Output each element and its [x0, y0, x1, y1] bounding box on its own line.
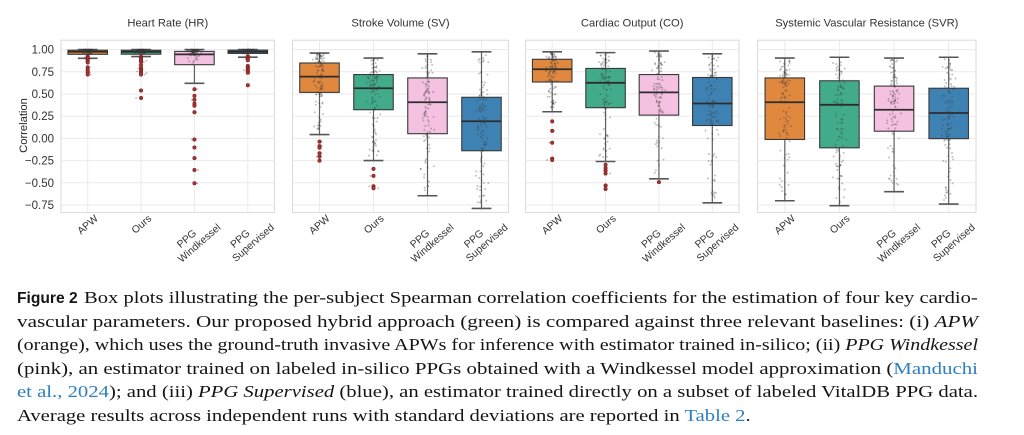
svg-text:0.00: 0.00 — [32, 133, 54, 145]
svg-text:Correlation: Correlation — [18, 98, 30, 153]
svg-text:0.75: 0.75 — [32, 67, 54, 79]
svg-text:0.25: 0.25 — [32, 111, 54, 123]
svg-text:1.00: 1.00 — [32, 45, 54, 57]
svg-text:Stroke Volume (SV): Stroke Volume (SV) — [351, 18, 450, 30]
svg-text:Cardiac Output (CO): Cardiac Output (CO) — [581, 18, 684, 30]
svg-text:−0.50: −0.50 — [25, 178, 54, 190]
svg-text:Heart Rate (HR): Heart Rate (HR) — [127, 18, 208, 30]
svg-text:−0.25: −0.25 — [25, 156, 54, 168]
svg-text:0.50: 0.50 — [32, 89, 54, 101]
svg-text:Systemic Vascular Resistance (: Systemic Vascular Resistance (SVR) — [775, 18, 958, 30]
svg-text:−0.75: −0.75 — [25, 200, 54, 212]
